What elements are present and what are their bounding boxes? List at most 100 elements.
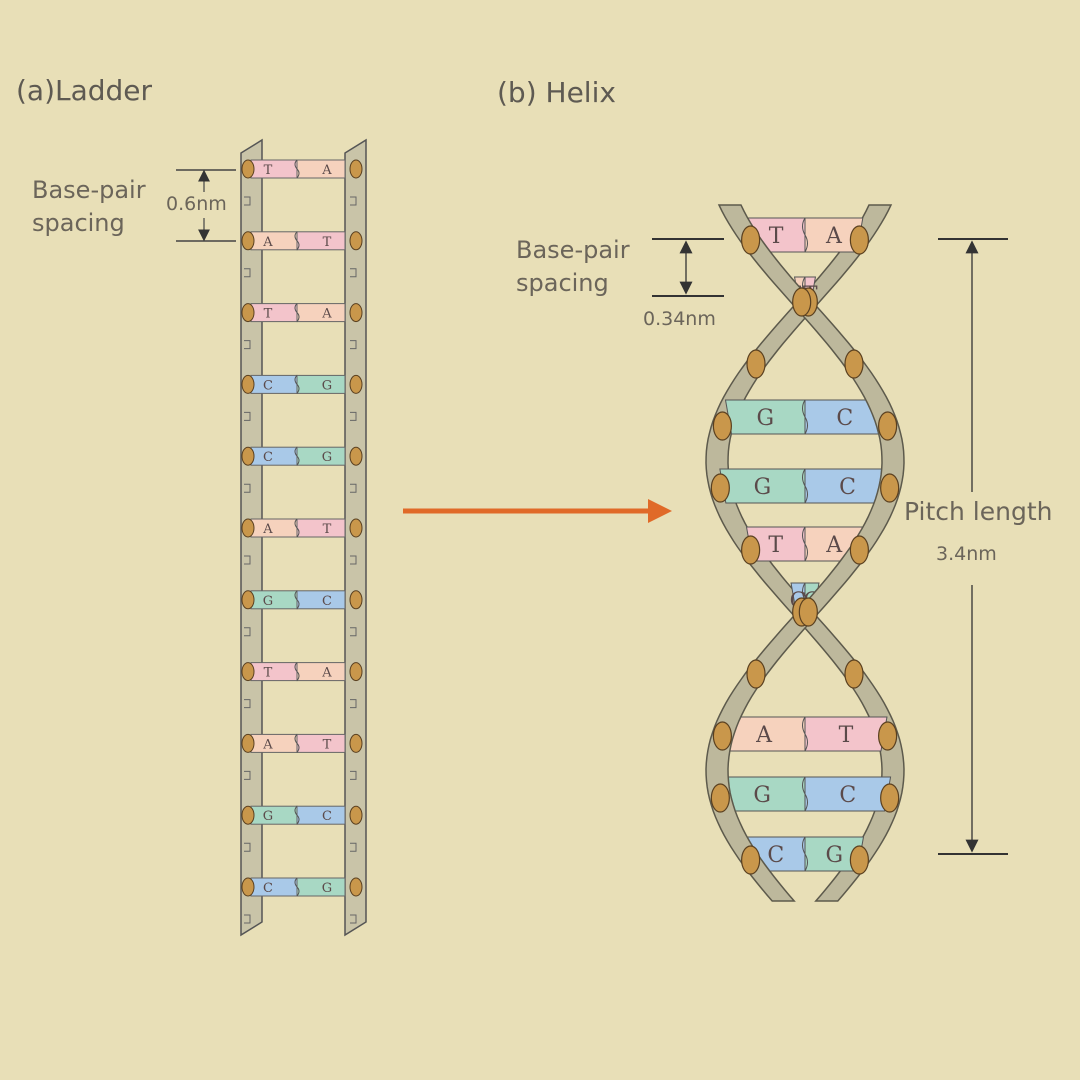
ladder-base-letter-left: G [263, 809, 273, 824]
helix-node [850, 226, 868, 254]
ladder-base-left [251, 519, 297, 537]
helix-node [881, 474, 899, 502]
transition-arrow-head [648, 499, 672, 523]
helix-node [713, 412, 731, 440]
helix-node [850, 846, 868, 874]
ladder-base-letter-left: C [263, 881, 273, 896]
ladder-node-left [242, 878, 254, 896]
ladder-node-left [242, 806, 254, 824]
ladder-node-left [242, 591, 254, 609]
helix-base-letter-left: G [753, 783, 771, 808]
ladder-node-left [242, 232, 254, 250]
ladder-base-left [251, 447, 297, 465]
ladder-node-left [242, 519, 254, 537]
helix-node [879, 412, 897, 440]
ladder-node-right [350, 663, 362, 681]
ladder-base-letter-right: C [322, 594, 332, 609]
ladder-base-left [251, 878, 297, 896]
helix-base-letter-left: C [767, 843, 784, 868]
helix-base-letter-left: A [755, 723, 773, 748]
ladder-node-right [350, 878, 362, 896]
helix-base-letter-left: T [768, 533, 783, 558]
ladder-base-right [297, 304, 345, 322]
helix-node [747, 350, 765, 378]
ladder-base-letter-left: T [264, 307, 273, 322]
ladder-base-left [251, 806, 297, 824]
helix-base-letter-right: T [839, 723, 854, 748]
helix-base-letter-right: C [839, 783, 856, 808]
ladder-base-left [251, 734, 297, 752]
ladder-base-letter-left: T [264, 666, 273, 681]
ladder-base-right [297, 160, 345, 178]
ladder-base-letter-left: A [262, 522, 273, 537]
ladder-node-right [350, 806, 362, 824]
helix-base-letter-left: G [754, 475, 772, 500]
ladder-base-left [251, 232, 297, 250]
ladder-node-left [242, 160, 254, 178]
ladder-node-right [350, 519, 362, 537]
ladder-base-letter-right: A [321, 666, 332, 681]
ladder-node-left [242, 375, 254, 393]
helix-node [742, 846, 760, 874]
ladder-node-left [242, 663, 254, 681]
helix-node [845, 660, 863, 688]
ladder-base-letter-right: G [322, 378, 332, 393]
ladder-node-right [350, 304, 362, 322]
ladder-node-right [350, 447, 362, 465]
ladder-base-right [297, 591, 345, 609]
helix-base-letter-right: C [836, 406, 853, 431]
ladder-base-letter-left: T [264, 163, 273, 178]
helix-node [742, 226, 760, 254]
helix-node [850, 536, 868, 564]
ladder-node-right [350, 160, 362, 178]
ladder-base-letter-left: G [263, 594, 273, 609]
helix-node [881, 784, 899, 812]
helix-base-letter-left: T [769, 224, 784, 249]
ladder-base-right [297, 734, 345, 752]
ladder-base-letter-right: T [323, 522, 332, 537]
helix-node [747, 660, 765, 688]
ladder-base-letter-left: C [263, 450, 273, 465]
ladder-base-letter-left: A [262, 235, 273, 250]
ladder-base-letter-right: A [321, 307, 332, 322]
ladder-node-left [242, 304, 254, 322]
helix-base-letter-right: A [825, 533, 843, 558]
ladder-base-letter-left: A [262, 737, 273, 752]
helix-node [713, 722, 731, 750]
ladder-base-letter-right: A [321, 163, 332, 178]
ladder-base-letter-right: T [323, 737, 332, 752]
helix-node [845, 350, 863, 378]
helix-node [711, 474, 729, 502]
ladder-base-left [251, 160, 297, 178]
ladder-base-right [297, 806, 345, 824]
ladder-node-right [350, 375, 362, 393]
ladder-base-left [251, 375, 297, 393]
ladder-base-letter-right: G [322, 881, 332, 896]
ladder-base-left [251, 663, 297, 681]
helix-base-letter-right: C [839, 475, 856, 500]
ladder-node-left [242, 734, 254, 752]
ladder-base-left [251, 591, 297, 609]
ladder-base-right [297, 519, 345, 537]
ladder-base-letter-right: G [322, 450, 332, 465]
ladder-node-left [242, 447, 254, 465]
helix-base-letter-right: A [825, 224, 843, 249]
helix-node [742, 536, 760, 564]
ladder-base-letter-left: C [263, 378, 273, 393]
ladder-node-right [350, 232, 362, 250]
helix-base-letter-left: G [756, 406, 774, 431]
helix-node [879, 722, 897, 750]
helix-node [793, 288, 811, 316]
ladder-base-letter-right: C [322, 809, 332, 824]
helix-node [799, 598, 817, 626]
ladder-node-right [350, 591, 362, 609]
helix-base-letter-right: G [825, 843, 843, 868]
ladder-base-left [251, 304, 297, 322]
ladder-node-right [350, 734, 362, 752]
ladder-base-letter-right: T [323, 235, 332, 250]
helix-base-pair: GC [719, 777, 890, 811]
ladder-base-right [297, 663, 345, 681]
